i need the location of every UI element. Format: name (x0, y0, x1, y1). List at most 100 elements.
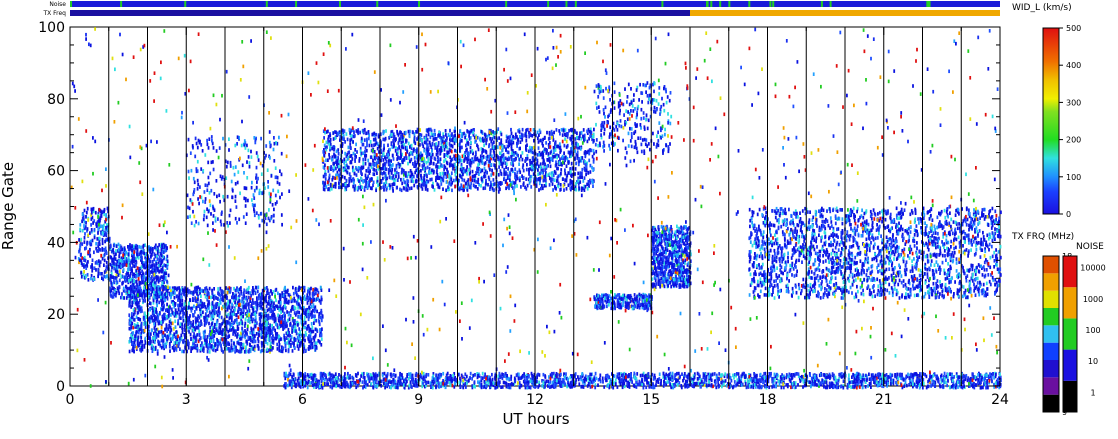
data-point (142, 243, 145, 248)
data-point (200, 294, 202, 298)
data-points (70, 27, 1002, 390)
data-point (153, 272, 156, 277)
data-point (414, 163, 416, 167)
data-point (312, 329, 315, 334)
data-point (243, 139, 246, 143)
data-point (280, 213, 283, 217)
data-point (421, 142, 424, 146)
data-point (323, 148, 325, 152)
data-point (94, 261, 97, 265)
data-point (336, 173, 339, 178)
data-point (254, 138, 257, 142)
data-point (272, 147, 275, 152)
data-point (274, 307, 276, 311)
data-point (435, 176, 437, 180)
data-point (337, 152, 340, 156)
data-point (237, 297, 240, 301)
data-point (570, 154, 572, 158)
data-point (155, 317, 157, 321)
noise-strip-mark (661, 1, 664, 7)
data-point (79, 241, 82, 245)
data-point (278, 348, 281, 353)
data-point (194, 289, 197, 294)
data-point (203, 338, 206, 342)
data-point (545, 181, 547, 186)
data-point (587, 149, 590, 154)
data-point (174, 325, 177, 329)
data-point (376, 146, 379, 151)
data-point (260, 136, 262, 141)
data-point (245, 305, 247, 310)
data-point (238, 342, 241, 346)
data-point (83, 208, 86, 213)
data-point (533, 167, 535, 172)
data-point (566, 157, 569, 161)
data-point (279, 293, 282, 298)
data-point (313, 317, 316, 322)
data-point (177, 319, 180, 323)
data-point (268, 296, 270, 300)
data-point (577, 135, 580, 140)
data-point (372, 172, 375, 176)
data-point (188, 290, 191, 294)
data-point (168, 333, 171, 337)
data-point (193, 289, 196, 294)
data-point (152, 298, 155, 303)
data-point (208, 137, 211, 141)
data-point (125, 291, 128, 295)
data-point (251, 202, 254, 207)
data-point (181, 328, 184, 332)
data-point (451, 188, 453, 193)
data-point (135, 279, 138, 284)
data-point (240, 342, 243, 346)
data-point (112, 250, 115, 255)
data-point (339, 179, 342, 184)
data-point (217, 287, 219, 291)
data-point (236, 180, 239, 185)
data-point (246, 318, 249, 323)
data-point (230, 308, 232, 313)
data-point (90, 273, 93, 278)
data-point (189, 314, 191, 318)
data-point (225, 323, 227, 328)
data-point (133, 338, 136, 343)
data-point (370, 148, 373, 153)
data-point (83, 240, 86, 244)
data-point (164, 275, 167, 280)
data-point (367, 169, 370, 173)
data-point (169, 306, 171, 310)
data-point (277, 291, 279, 296)
data-point (400, 188, 403, 193)
data-point (211, 141, 214, 146)
data-point (409, 150, 412, 155)
data-point (492, 156, 495, 161)
data-point (187, 169, 190, 174)
data-point (366, 176, 369, 181)
data-point (327, 134, 330, 139)
data-point (405, 183, 407, 188)
data-point (544, 178, 547, 183)
data-point (488, 166, 491, 170)
data-point (276, 175, 279, 180)
data-point (128, 299, 131, 303)
data-point (202, 289, 205, 293)
data-point (250, 155, 253, 159)
data-point (237, 288, 240, 292)
data-point (156, 295, 159, 299)
data-point (134, 325, 137, 329)
data-point (317, 318, 320, 323)
data-point (306, 324, 309, 329)
data-point (249, 335, 251, 340)
data-point (251, 180, 253, 185)
data-point (586, 182, 588, 187)
data-point (291, 341, 294, 345)
data-point (260, 335, 263, 339)
data-point (148, 320, 151, 324)
data-point (368, 143, 371, 148)
data-point (268, 302, 270, 306)
data-point (579, 158, 582, 163)
data-point (232, 329, 235, 333)
data-point (338, 130, 341, 135)
data-point (160, 338, 163, 343)
data-point (420, 176, 423, 180)
